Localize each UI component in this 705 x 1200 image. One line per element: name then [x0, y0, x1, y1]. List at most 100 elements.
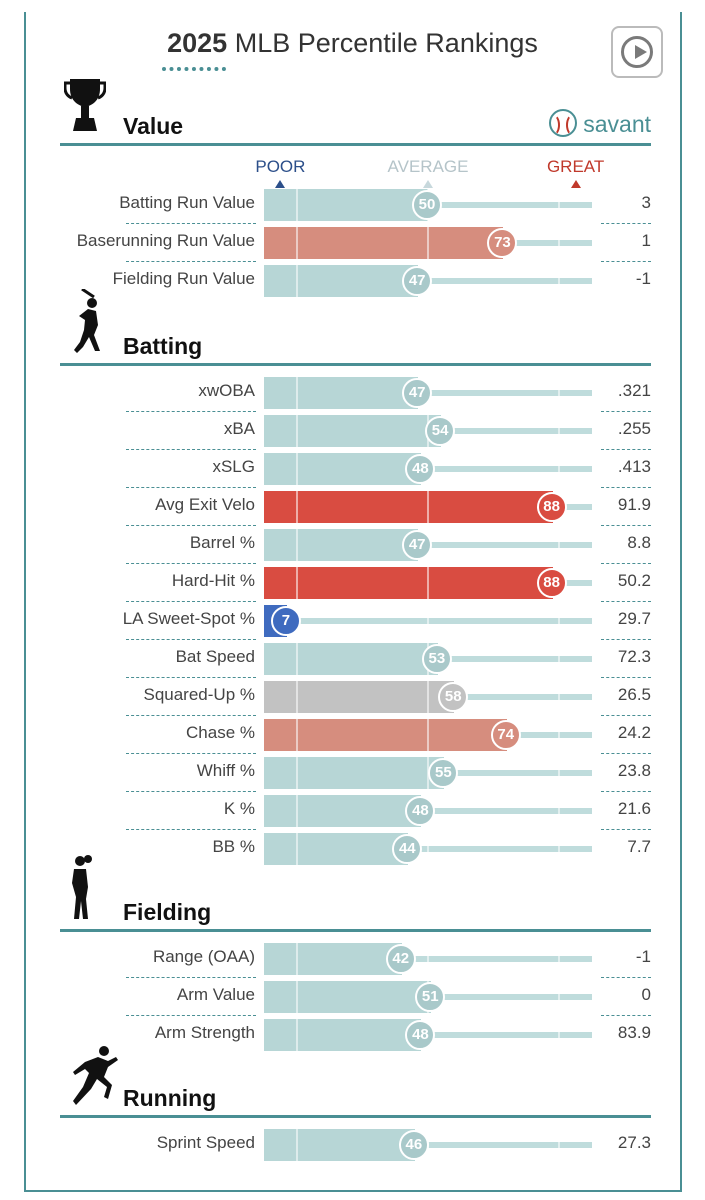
- percentile-bar: [264, 1129, 415, 1161]
- play-button[interactable]: [611, 26, 663, 78]
- runner-icon: [64, 1045, 120, 1112]
- row-divider-left: [126, 677, 256, 678]
- percentile-bar: [264, 757, 445, 789]
- tick-10: [295, 833, 298, 865]
- percentile-bubble: 42: [385, 944, 416, 974]
- metric-row[interactable]: Arm Strength 48 83.9: [60, 1016, 651, 1054]
- tick-90: [558, 189, 561, 221]
- metric-row[interactable]: Arm Value 51 0: [60, 978, 651, 1016]
- row-divider-right: [601, 601, 651, 602]
- row-divider-right: [601, 977, 651, 978]
- metric-row[interactable]: Avg Exit Velo 88 91.9: [60, 488, 651, 526]
- metric-row[interactable]: Batting Run Value 50 3: [60, 186, 651, 224]
- percentile-bubble: 73: [487, 228, 518, 258]
- metric-row[interactable]: Hard-Hit % 88 50.2: [60, 564, 651, 602]
- metric-row[interactable]: xSLG 48 .413: [60, 450, 651, 488]
- metric-row[interactable]: xBA 54 .255: [60, 412, 651, 450]
- metric-row[interactable]: Chase % 74 24.2: [60, 716, 651, 754]
- tick-50: [427, 227, 429, 259]
- row-divider-left: [126, 977, 256, 978]
- percentile-bar: [264, 943, 402, 975]
- tick-90: [558, 943, 561, 975]
- metric-row[interactable]: Fielding Run Value 47 -1: [60, 262, 651, 300]
- metric-value: 8.8: [627, 533, 651, 552]
- metric-value: -1: [635, 947, 651, 966]
- section-rule: [60, 363, 651, 366]
- percentile-bubble: 54: [425, 416, 456, 446]
- metric-label: LA Sweet-Spot %: [122, 609, 255, 628]
- tick-10: [295, 1129, 298, 1161]
- metric-value: .321: [617, 381, 651, 400]
- percentile-bubble: 48: [405, 454, 436, 484]
- row-divider-right: [601, 753, 651, 754]
- tick-10: [295, 189, 298, 221]
- row-divider-left: [126, 829, 256, 830]
- section-title: Batting: [123, 333, 203, 359]
- metric-value: 72.3: [617, 647, 651, 666]
- metric-label: Fielding Run Value: [112, 269, 255, 288]
- row-divider-left: [126, 487, 256, 488]
- percentile-bar: [264, 227, 504, 259]
- tick-10: [295, 681, 298, 713]
- row-divider-left: [126, 411, 256, 412]
- metric-row[interactable]: Bat Speed 53 72.3: [60, 640, 651, 678]
- trophy-icon: [63, 75, 107, 140]
- metric-value: 24.2: [617, 723, 651, 742]
- section-rule: [60, 929, 651, 932]
- tick-50: [427, 605, 429, 637]
- metric-row[interactable]: xwOBA 47 .321: [60, 374, 651, 412]
- metric-row[interactable]: Squared-Up % 58 26.5: [60, 678, 651, 716]
- row-divider-left: [126, 753, 256, 754]
- percentile-bubble: 48: [405, 796, 436, 826]
- metric-row[interactable]: Barrel % 47 8.8: [60, 526, 651, 564]
- metric-row[interactable]: BB % 44 7.7: [60, 830, 651, 868]
- metric-row[interactable]: Sprint Speed 46 27.3: [60, 1126, 651, 1164]
- tick-90: [558, 227, 561, 259]
- savant-logo: savant: [549, 109, 651, 138]
- metric-value: 3: [641, 193, 651, 212]
- metric-row[interactable]: K % 48 21.6: [60, 792, 651, 830]
- metric-value: 26.5: [617, 685, 651, 704]
- row-divider-right: [601, 791, 651, 792]
- metric-label: Barrel %: [189, 533, 255, 552]
- percentile-bar: [264, 643, 438, 675]
- percentile-bar: [264, 981, 432, 1013]
- title-year: 2025: [167, 28, 228, 58]
- scale-arrow-poor: [275, 180, 286, 188]
- scale-label-poor: POOR: [255, 157, 306, 176]
- metric-row[interactable]: LA Sweet-Spot % 7 29.7: [60, 602, 651, 640]
- metric-label: BB %: [212, 837, 255, 856]
- percentile-bubble: 47: [402, 378, 433, 408]
- tick-50: [427, 943, 429, 975]
- tick-10: [295, 377, 298, 409]
- metric-row[interactable]: Range (OAA) 42 -1: [60, 940, 651, 978]
- tick-90: [558, 981, 561, 1013]
- metric-label: Squared-Up %: [143, 685, 255, 704]
- metric-label: Range (OAA): [152, 947, 255, 966]
- fielder-icon: [64, 855, 98, 926]
- tick-90: [558, 529, 561, 561]
- baseball-icon: [549, 109, 578, 137]
- metric-value: 21.6: [617, 799, 651, 818]
- percentile-bar: [264, 453, 422, 485]
- tick-90: [558, 643, 561, 675]
- percentile-bar: [264, 1019, 422, 1051]
- metric-row[interactable]: Baserunning Run Value 73 1: [60, 224, 651, 262]
- row-divider-right: [601, 449, 651, 450]
- row-divider-right: [601, 487, 651, 488]
- tick-50: [427, 833, 429, 865]
- metric-row[interactable]: Whiff % 55 23.8: [60, 754, 651, 792]
- tick-90: [558, 377, 561, 409]
- percentile-bubble: 48: [405, 1020, 436, 1050]
- section-running: Running: [60, 1046, 651, 1118]
- tick-90: [558, 833, 561, 865]
- row-divider-right: [601, 715, 651, 716]
- metric-label: K %: [223, 799, 255, 818]
- percentile-bubble: 53: [421, 644, 452, 674]
- percentile-bar: [264, 833, 409, 865]
- row-divider-right: [601, 223, 651, 224]
- tick-90: [558, 1019, 561, 1051]
- row-divider-left: [126, 449, 256, 450]
- metric-label: Arm Value: [176, 985, 255, 1004]
- percentile-bubble: 46: [398, 1130, 429, 1160]
